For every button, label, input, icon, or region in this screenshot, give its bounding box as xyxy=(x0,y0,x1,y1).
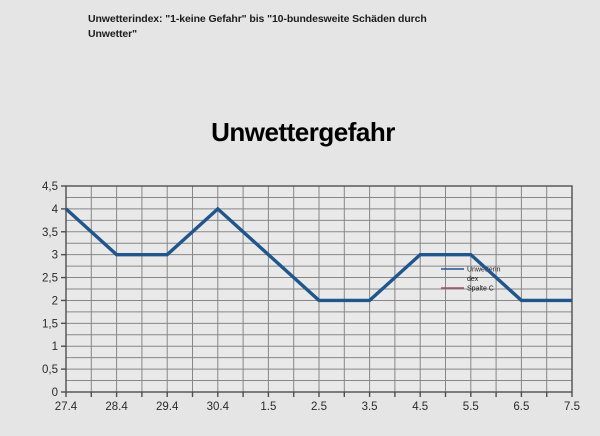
x-axis-tick-label: 2.5 xyxy=(311,401,327,413)
legend-label: Unwetterin xyxy=(467,267,501,274)
x-axis-tick-label: 4.5 xyxy=(412,401,428,413)
y-axis-tick-label: 0 xyxy=(52,387,58,399)
x-axis-tick-label: 29.4 xyxy=(156,401,179,413)
y-axis-tick-label: 3 xyxy=(52,250,58,262)
x-axis-tick-label: 3.5 xyxy=(362,401,378,413)
x-axis-tick-label: 1.5 xyxy=(260,401,276,413)
legend-label: Spalte C xyxy=(467,286,494,293)
y-axis-tick-label: 2,5 xyxy=(42,273,58,285)
chart-title: Unwettergefahr xyxy=(211,117,395,147)
y-axis-tick-label: 1 xyxy=(52,341,58,353)
x-axis-tick-label: 27.4 xyxy=(55,401,78,413)
y-axis-tick-label: 3,5 xyxy=(42,227,58,239)
chart-subtitle-note: Unwetterindex: "1-keine Gefahr" bis "10-… xyxy=(88,12,488,42)
y-axis-tick-label: 2 xyxy=(52,295,58,307)
x-axis-tick-label: 5.5 xyxy=(463,401,479,413)
y-axis-tick-label: 4,5 xyxy=(42,181,58,193)
series-line-unwetterindex xyxy=(64,206,572,303)
y-axis-tick-label: 4 xyxy=(52,204,59,216)
legend-label: dex xyxy=(467,276,479,283)
note-line-1: Unwetterindex: "1-keine Gefahr" bis "10-… xyxy=(88,13,427,25)
x-axis-tick-label: 6.5 xyxy=(513,401,529,413)
y-axis-tick-label: 1,5 xyxy=(42,318,58,330)
x-axis-tick-label: 7.5 xyxy=(564,401,580,413)
x-axis-tick-label: 30.4 xyxy=(207,401,230,413)
y-axis-tick-label: 0,5 xyxy=(42,364,58,376)
note-line-2: Unwetter" xyxy=(88,28,138,40)
x-axis-tick-label: 28.4 xyxy=(105,401,128,413)
